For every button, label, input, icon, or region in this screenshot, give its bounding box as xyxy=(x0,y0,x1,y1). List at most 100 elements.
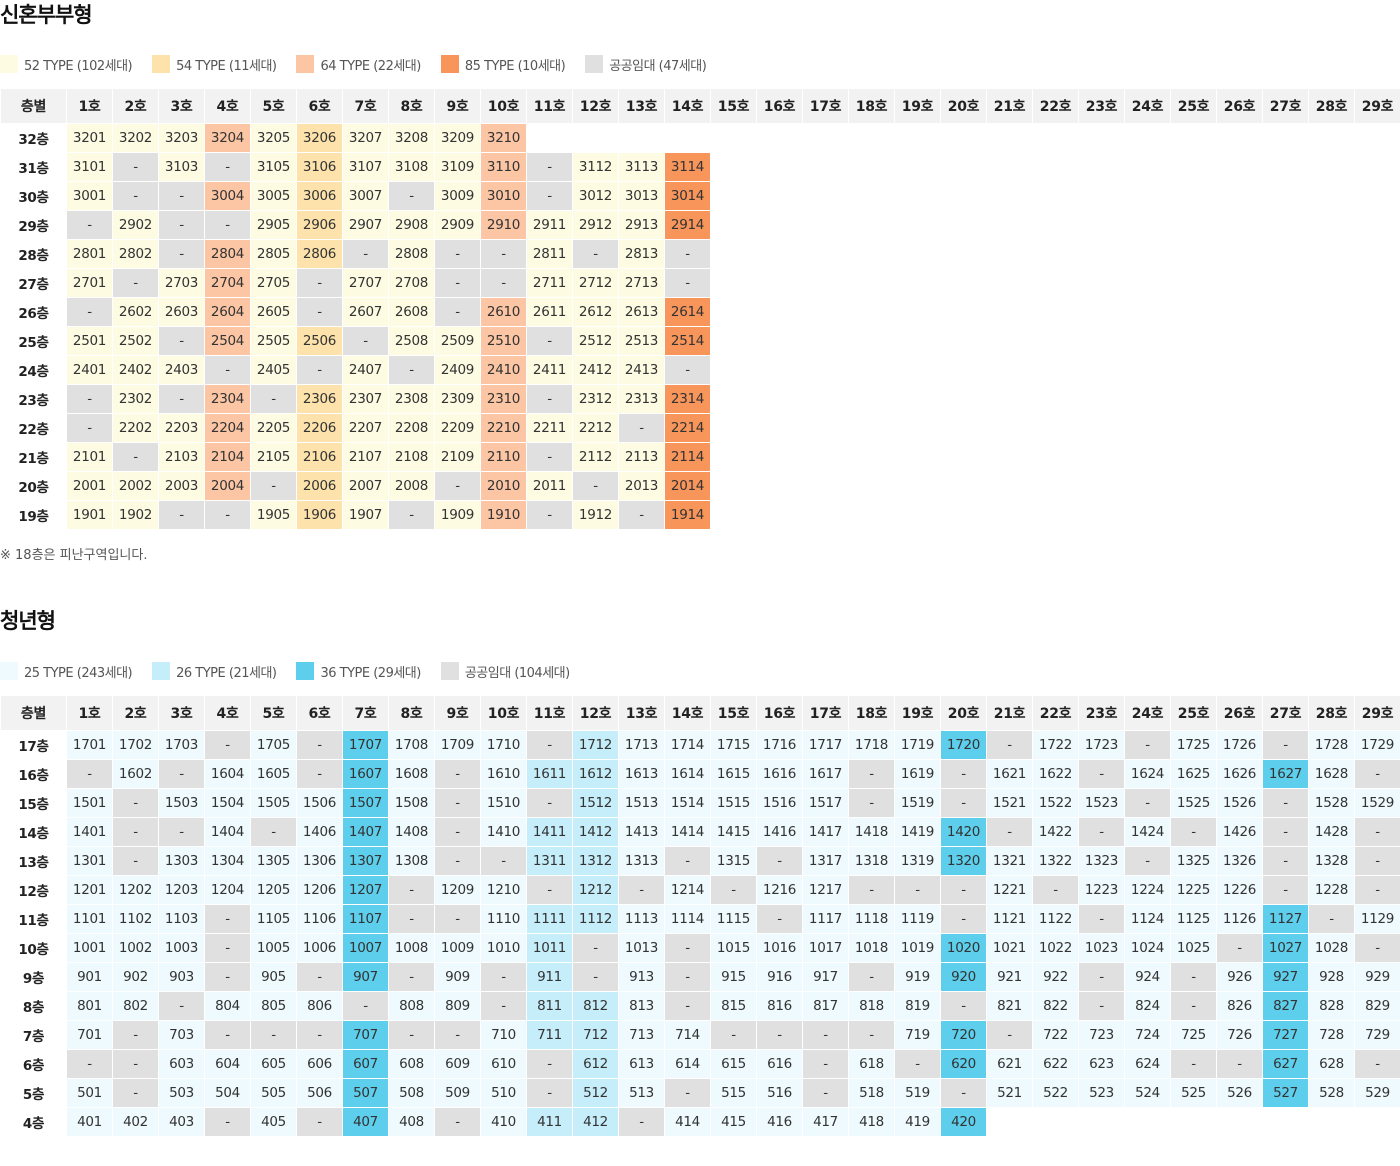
empty-cell xyxy=(940,384,987,414)
column-header: 24호 xyxy=(1124,695,1171,731)
empty-cell xyxy=(1262,152,1309,182)
unit-cell: 714 xyxy=(664,1020,711,1050)
legend-label: 36 TYPE (29세대) xyxy=(320,665,421,681)
column-header: 3호 xyxy=(158,88,205,124)
empty-cell xyxy=(756,181,803,211)
unit-cell: - xyxy=(204,1020,251,1050)
unit-cell: 412 xyxy=(572,1107,619,1137)
empty-cell xyxy=(1078,239,1125,269)
unit-cell: 1223 xyxy=(1078,875,1125,905)
unit-cell: - xyxy=(664,268,711,298)
unit-cell: - xyxy=(1216,1049,1263,1079)
empty-cell xyxy=(1032,326,1079,356)
unit-cell: 1320 xyxy=(940,846,987,876)
column-header: 28호 xyxy=(1308,88,1355,124)
unit-cell: 2704 xyxy=(204,268,251,298)
unit-cell: - xyxy=(940,1078,987,1108)
unit-cell: 2708 xyxy=(388,268,435,298)
column-header: 19호 xyxy=(894,695,941,731)
column-header: 29호 xyxy=(1354,695,1400,731)
unit-cell: - xyxy=(1262,846,1309,876)
empty-cell xyxy=(1078,181,1125,211)
unit-cell: - xyxy=(664,846,711,876)
unit-cell: 1028 xyxy=(1308,933,1355,963)
unit-cell: 2103 xyxy=(158,442,205,472)
empty-cell xyxy=(1032,384,1079,414)
unit-cell: - xyxy=(204,355,251,385)
empty-cell xyxy=(618,123,665,153)
unit-cell: 1729 xyxy=(1354,730,1400,760)
floor-row: 20층 2001 2002 2003 2004-2006 2007 2008-2010 201… xyxy=(0,471,1400,501)
empty-cell xyxy=(894,210,941,240)
unit-cell: - xyxy=(434,1020,481,1050)
unit-cell: 417 xyxy=(802,1107,849,1137)
unit-cell: 411 xyxy=(526,1107,573,1137)
unit-cell: - xyxy=(296,759,343,789)
column-header: 층별 xyxy=(0,695,67,731)
empty-cell xyxy=(756,297,803,327)
empty-cell xyxy=(1308,210,1355,240)
empty-cell xyxy=(1170,500,1217,530)
unit-cell: 1224 xyxy=(1124,875,1171,905)
empty-cell xyxy=(1308,355,1355,385)
empty-cell xyxy=(1124,355,1171,385)
unit-cell: 2612 xyxy=(572,297,619,327)
unit-cell: 2003 xyxy=(158,471,205,501)
floor-label: 30층 xyxy=(0,181,67,211)
unit-cell: 2914 xyxy=(664,210,711,240)
unit-cell: 2310 xyxy=(480,384,527,414)
empty-cell xyxy=(1170,442,1217,472)
section-title: 청년형 xyxy=(0,609,56,633)
floor-row: 28층 2801 2802-2804 2805 2806-2808- -2811-2813… xyxy=(0,239,1400,269)
unit-cell: 1505 xyxy=(250,788,297,818)
unit-cell: 811 xyxy=(526,991,573,1021)
unit-cell: - xyxy=(158,239,205,269)
unit-cell: 2907 xyxy=(342,210,389,240)
unit-cell: 924 xyxy=(1124,962,1171,992)
unit-cell: 1516 xyxy=(756,788,803,818)
unit-cell: 1311 xyxy=(526,846,573,876)
unit-cell: 1322 xyxy=(1032,846,1079,876)
unit-cell: 402 xyxy=(112,1107,159,1137)
unit-cell: - xyxy=(112,817,159,847)
empty-cell xyxy=(1078,297,1125,327)
floor-label: 8층 xyxy=(0,991,67,1021)
unit-cell: 711 xyxy=(526,1020,573,1050)
empty-cell xyxy=(1262,210,1309,240)
column-header: 10호 xyxy=(480,88,527,124)
unit-cell: 808 xyxy=(388,991,435,1021)
unit-cell: 1325 xyxy=(1170,846,1217,876)
floor-label: 11층 xyxy=(0,904,67,934)
unit-cell: 3110 xyxy=(480,152,527,182)
column-header: 2호 xyxy=(112,88,159,124)
empty-cell xyxy=(1308,384,1355,414)
unit-cell: 2512 xyxy=(572,326,619,356)
unit-cell: 505 xyxy=(250,1078,297,1108)
unit-cell: - xyxy=(112,1020,159,1050)
unit-cell: 1209 xyxy=(434,875,481,905)
unit-cell: - xyxy=(526,181,573,211)
column-header: 9호 xyxy=(434,88,481,124)
unit-cell: 806 xyxy=(296,991,343,1021)
unit-cell: 1521 xyxy=(986,788,1033,818)
unit-cell: 703 xyxy=(158,1020,205,1050)
unit-cell: 2508 xyxy=(388,326,435,356)
unit-cell: - xyxy=(526,326,573,356)
unit-cell: 1129 xyxy=(1354,904,1400,934)
empty-cell xyxy=(802,413,849,443)
unit-cell: 2514 xyxy=(664,326,711,356)
floor-label: 23층 xyxy=(0,384,67,414)
floor-row: 24층 2401 2402 2403-2405-2407-2409 2410 2411 24… xyxy=(0,355,1400,385)
column-header: 8호 xyxy=(388,695,435,731)
unit-cell: 2906 xyxy=(296,210,343,240)
unit-cell: 907 xyxy=(342,962,389,992)
unit-cell: 1619 xyxy=(894,759,941,789)
unit-cell: - xyxy=(480,268,527,298)
column-header: 11호 xyxy=(526,88,573,124)
unit-cell: 1627 xyxy=(1262,759,1309,789)
legend-label: 54 TYPE (11세대) xyxy=(176,58,277,74)
unit-cell: 3005 xyxy=(250,181,297,211)
empty-cell xyxy=(802,181,849,211)
column-header: 6호 xyxy=(296,695,343,731)
empty-cell xyxy=(756,471,803,501)
